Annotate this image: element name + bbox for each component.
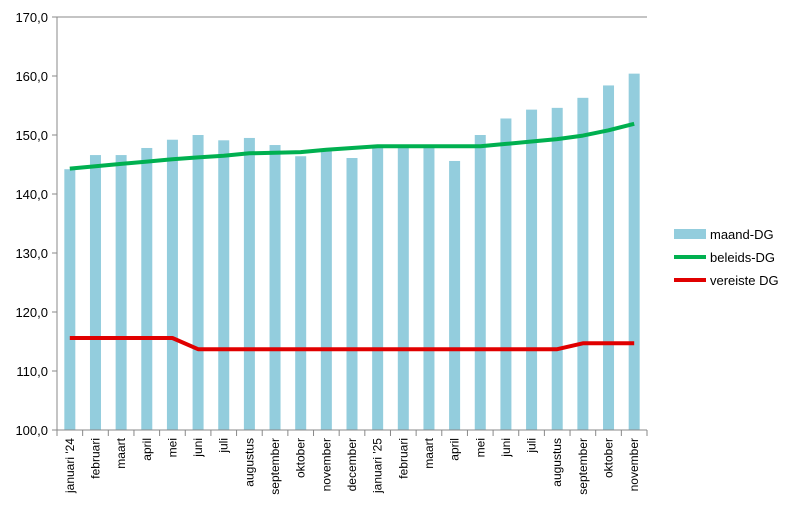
bar — [449, 160, 461, 430]
bar — [295, 156, 307, 431]
bar — [397, 146, 409, 430]
x-tick-label: maart — [422, 437, 436, 468]
bar-series-maand-dg — [64, 73, 640, 431]
line-series — [69, 121, 635, 352]
x-tick-label: november — [319, 438, 333, 491]
x-tick-label: september — [576, 438, 590, 495]
bar — [166, 139, 178, 430]
x-axis-ticks — [56, 430, 648, 436]
bar — [500, 118, 512, 430]
x-tick-label: december — [345, 438, 359, 491]
y-tick-label: 170,0 — [15, 10, 48, 25]
x-tick-label: januari '24 — [63, 438, 77, 494]
y-tick-label: 130,0 — [15, 246, 48, 261]
line-beleids-dg — [69, 121, 635, 171]
bar — [474, 135, 486, 430]
bar — [141, 147, 153, 431]
bar — [243, 137, 255, 430]
y-tick-label: 120,0 — [15, 305, 48, 320]
bar — [89, 155, 101, 430]
y-axis-ticks — [52, 16, 57, 431]
legend-label: vereiste DG — [710, 273, 779, 288]
bar — [577, 97, 589, 430]
y-tick-label: 160,0 — [15, 69, 48, 84]
line-vereiste-dg — [69, 336, 635, 352]
bar — [218, 140, 230, 430]
x-tick-label: oktober — [602, 438, 616, 478]
bar — [320, 148, 332, 430]
y-tick-label: 100,0 — [15, 423, 48, 438]
legend-item-maand-dg: maand-DG — [674, 227, 774, 242]
legend-item-vereiste-dg: vereiste DG — [674, 273, 779, 288]
y-axis-tick-labels: 100,0 110,0 120,0 130,0 140,0 150,0 160,0 170,0 — [15, 10, 48, 438]
legend-label: beleids-DG — [710, 250, 775, 265]
x-tick-label: februari — [396, 438, 410, 479]
bar — [115, 155, 127, 430]
bar — [628, 73, 640, 430]
axes — [56, 16, 647, 431]
legend-item-beleids-dg: beleids-DG — [674, 250, 775, 265]
x-tick-label: februari — [88, 438, 102, 479]
x-tick-label: mei — [473, 438, 487, 457]
bar — [603, 85, 615, 430]
x-tick-label: oktober — [294, 438, 308, 478]
legend-label: maand-DG — [710, 227, 774, 242]
x-tick-label: juni — [499, 438, 513, 458]
bar — [192, 135, 204, 430]
y-tick-label: 140,0 — [15, 187, 48, 202]
x-tick-label: mei — [165, 438, 179, 457]
bar — [526, 109, 538, 430]
bar — [372, 146, 384, 430]
bar — [346, 158, 358, 430]
x-tick-label: augustus — [242, 438, 256, 487]
x-tick-label: januari '25 — [371, 438, 385, 494]
x-axis-tick-labels: januari '24 februari maart april mei juni juli… — [63, 437, 641, 494]
y-tick-label: 110,0 — [16, 364, 48, 379]
bar — [423, 146, 435, 430]
x-tick-label: juli — [217, 438, 231, 454]
x-tick-label: november — [627, 438, 641, 491]
y-tick-label: 150,0 — [15, 128, 48, 143]
legend: maand-DG beleids-DG vereiste DG — [674, 227, 779, 288]
x-tick-label: augustus — [550, 438, 564, 487]
bar — [269, 145, 281, 430]
x-tick-label: september — [268, 438, 282, 495]
bar — [64, 169, 76, 430]
x-tick-label: april — [448, 438, 462, 461]
x-tick-label: april — [140, 438, 154, 461]
x-tick-label: juni — [191, 438, 205, 458]
x-tick-label: juli — [525, 438, 539, 454]
bar — [551, 107, 563, 431]
x-tick-label: maart — [114, 437, 128, 468]
legend-swatch — [674, 229, 706, 239]
